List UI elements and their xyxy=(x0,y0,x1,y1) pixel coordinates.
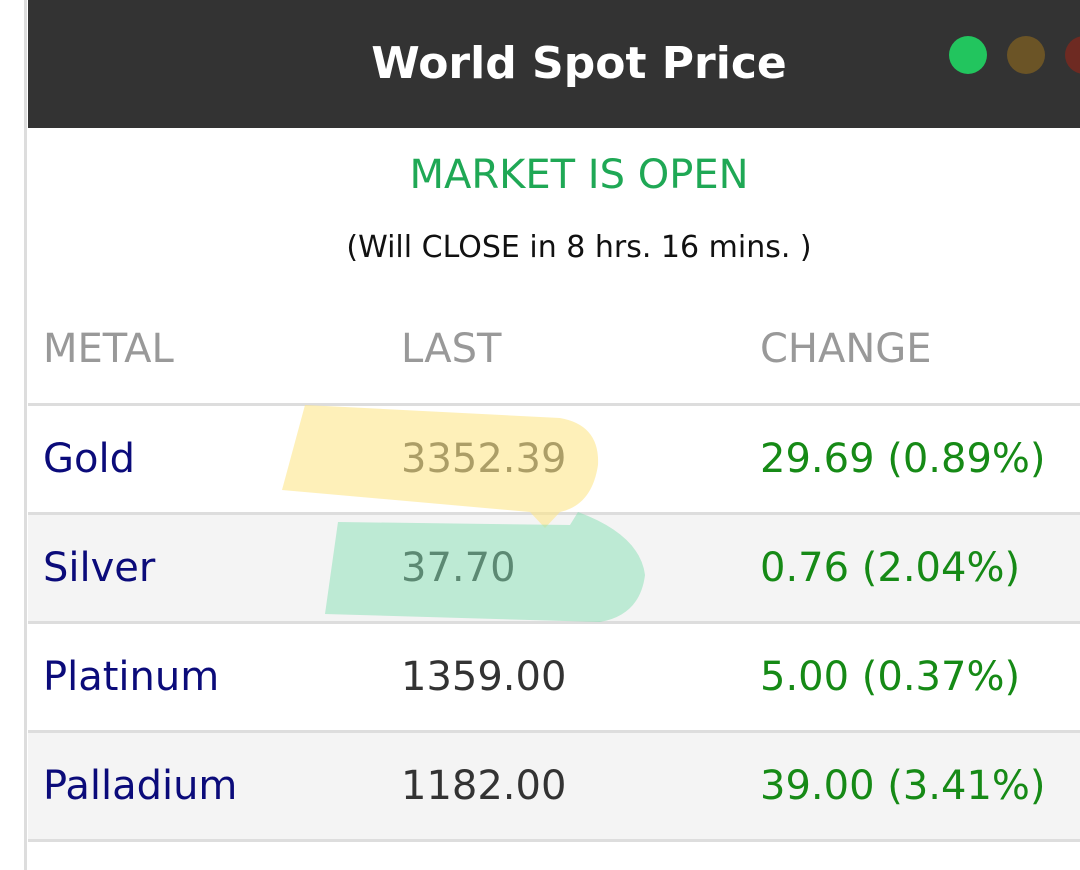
table-cell: 5.00 (0.37%) xyxy=(760,654,1021,700)
status-dot xyxy=(1007,36,1045,74)
status-dot xyxy=(1065,36,1080,74)
table-cell: 1359.00 xyxy=(401,654,567,700)
table-row: Palladium 1182.00 39.00 (3.41%) xyxy=(28,730,1080,839)
table-cell: 3352.39 xyxy=(401,436,567,482)
column-header: LAST xyxy=(401,326,502,372)
row-divider xyxy=(28,839,1080,842)
table-cell: Platinum xyxy=(43,654,220,700)
status-dot xyxy=(949,36,987,74)
table-cell: Silver xyxy=(43,545,156,591)
table-cell: 1182.00 xyxy=(401,763,567,809)
table-cell: Palladium xyxy=(43,763,238,809)
border xyxy=(24,0,27,870)
column-header: CHANGE xyxy=(760,326,932,372)
table-cell: 37.70 xyxy=(401,545,516,591)
table-cell: 39.00 (3.41%) xyxy=(760,763,1046,809)
table-row: Gold 3352.39 29.69 (0.89%) xyxy=(28,403,1080,512)
table-cell: 29.69 (0.89%) xyxy=(760,436,1046,482)
table-cell: Gold xyxy=(43,436,135,482)
header-bar xyxy=(28,0,1080,128)
close-note: (Will CLOSE in 8 hrs. 16 mins. ) xyxy=(346,230,812,265)
market-status: MARKET IS OPEN xyxy=(409,152,749,198)
table-row: Silver 37.70 0.76 (2.04%) xyxy=(28,512,1080,621)
table-cell: 0.76 (2.04%) xyxy=(760,545,1021,591)
title: World Spot Price xyxy=(371,38,787,89)
table-row: Platinum 1359.00 5.00 (0.37%) xyxy=(28,621,1080,730)
column-header: METAL xyxy=(43,326,174,372)
